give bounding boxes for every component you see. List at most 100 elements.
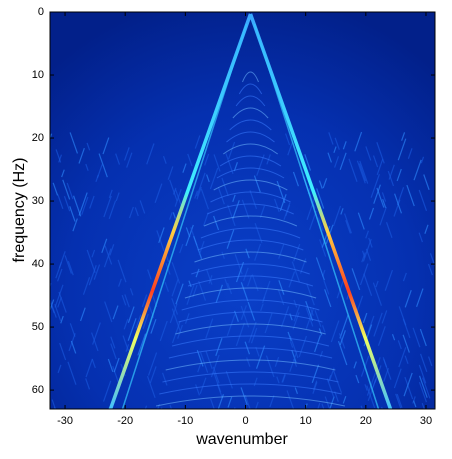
texture-streak [332, 205, 342, 227]
texture-arc [178, 311, 323, 323]
texture-streak [265, 355, 275, 378]
texture-streak [269, 395, 275, 408]
texture-streak [102, 380, 112, 402]
texture-streak [164, 281, 169, 292]
texture-streak [372, 282, 383, 306]
texture-streak [305, 307, 314, 327]
y-tick-label: 60 [32, 384, 44, 396]
texture-streak [175, 283, 184, 305]
texture-streak [112, 305, 119, 320]
texture-streak [418, 189, 428, 212]
texture-arc [238, 83, 263, 95]
texture-streak [255, 401, 259, 409]
texture-streak [387, 170, 395, 187]
wave-arm [108, 13, 253, 409]
texture-streak [339, 330, 346, 346]
texture-streak [317, 217, 324, 232]
texture-streak [244, 394, 251, 409]
texture-streak [158, 227, 165, 243]
texture-streak [85, 163, 89, 171]
texture-streak [315, 257, 325, 281]
texture-arc [162, 371, 339, 383]
texture-streak [393, 368, 402, 389]
texture-arc [229, 119, 272, 131]
texture-streak [89, 195, 95, 209]
texture-arc [232, 107, 269, 119]
texture-streak [357, 212, 365, 230]
texture-streak [142, 313, 149, 330]
texture-streak [294, 387, 299, 395]
texture-streak [197, 362, 202, 373]
texture-arc [219, 155, 282, 167]
x-tick-label: -20 [117, 415, 133, 427]
texture-streak [406, 184, 415, 207]
texture-streak [169, 303, 178, 324]
texture-streak [112, 365, 120, 385]
texture-streak [232, 200, 240, 220]
texture-streak [362, 312, 368, 324]
texture-streak [182, 163, 187, 173]
texture-streak [240, 282, 249, 302]
texture-streak [57, 364, 62, 374]
texture-streak [278, 244, 285, 259]
texture-streak [221, 251, 225, 259]
texture-streak [126, 152, 133, 168]
texture-streak [361, 252, 366, 263]
texture-streak [253, 175, 261, 193]
texture-streak [202, 212, 209, 227]
y-tick-label: 30 [32, 195, 44, 207]
texture-streak [424, 224, 429, 234]
texture-streak [221, 177, 229, 197]
texture-streak [54, 284, 64, 308]
texture-streak [171, 320, 181, 344]
texture-streak [340, 208, 344, 215]
texture-streak [373, 184, 381, 204]
texture-streak [334, 156, 340, 168]
texture-streak [101, 238, 108, 254]
texture-streak [379, 206, 387, 226]
texture-streak [179, 243, 184, 254]
wave-arm-inner [253, 23, 380, 409]
texture-streak [286, 390, 295, 409]
texture-streak [359, 160, 369, 184]
spectrum-background [50, 12, 435, 409]
texture-streak [93, 264, 101, 280]
texture-streak [50, 299, 57, 318]
texture-streak [113, 357, 120, 373]
texture-streak [139, 200, 146, 214]
texture-streak [318, 328, 323, 336]
texture-streak [72, 218, 78, 232]
texture-streak [398, 347, 407, 368]
texture-streak [227, 396, 233, 408]
texture-streak [79, 307, 86, 322]
texture-streak [103, 248, 112, 268]
texture-arc [235, 95, 266, 107]
texture-streak [184, 313, 190, 324]
texture-streak [88, 265, 97, 286]
texture-streak [343, 213, 353, 234]
texture-streak [115, 192, 120, 202]
texture-streak [171, 262, 181, 284]
texture-streak [365, 248, 372, 261]
texture-streak [195, 268, 200, 278]
texture-streak [162, 155, 167, 164]
texture-streak [321, 403, 325, 409]
texture-streak [259, 205, 266, 218]
texture-arc [184, 287, 317, 299]
texture-streak [52, 182, 59, 196]
y-tick-label: 40 [32, 258, 44, 270]
texture-streak [147, 352, 158, 376]
texture-streak [385, 222, 393, 238]
texture-streak [150, 318, 157, 334]
texture-streak [280, 306, 290, 328]
texture-streak [358, 163, 367, 182]
texture-streak [58, 251, 66, 269]
texture-streak [213, 215, 220, 231]
texture-streak [330, 320, 340, 343]
texture-streak [396, 393, 403, 409]
texture-streak [199, 352, 209, 373]
texture-streak [404, 376, 414, 400]
texture-streak [421, 403, 425, 409]
texture-streak [285, 133, 291, 146]
texture-streak [420, 156, 425, 164]
